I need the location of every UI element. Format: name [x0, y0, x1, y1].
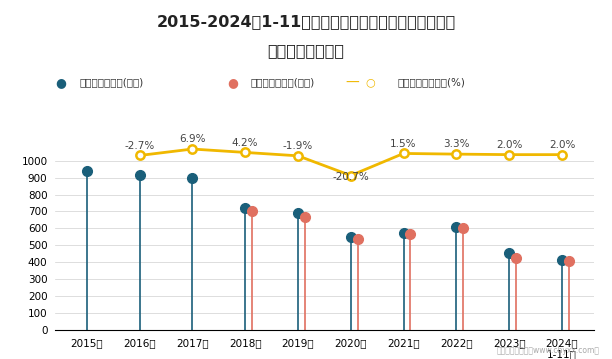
Text: 利润总额累计增长(%): 利润总额累计增长(%) [398, 78, 466, 88]
Text: 利润总额累计值(亿元): 利润总额累计值(亿元) [80, 78, 144, 88]
Text: 营业利润累计值(亿元): 营业利润累计值(亿元) [251, 78, 315, 88]
Text: 2.0%: 2.0% [549, 140, 575, 150]
Text: 制图：智研咨询（www.chyxx.com）: 制图：智研咨询（www.chyxx.com） [497, 346, 600, 355]
Text: ●: ● [56, 76, 67, 89]
Text: 业企业利润统计图: 业企业利润统计图 [267, 43, 345, 58]
Text: -20.7%: -20.7% [332, 172, 369, 182]
Text: —: — [345, 76, 359, 89]
Text: ●: ● [227, 76, 238, 89]
Text: -2.7%: -2.7% [124, 141, 155, 151]
Text: 4.2%: 4.2% [232, 137, 258, 148]
Text: 1.5%: 1.5% [390, 139, 417, 149]
Text: ○: ○ [365, 78, 375, 88]
Text: 2.0%: 2.0% [496, 140, 523, 150]
Text: 2015-2024年1-11月皮革、毛皮、羽毛及其制品和制鞋: 2015-2024年1-11月皮革、毛皮、羽毛及其制品和制鞋 [157, 14, 455, 29]
Text: 6.9%: 6.9% [179, 134, 206, 144]
Text: -1.9%: -1.9% [283, 141, 313, 151]
Text: 3.3%: 3.3% [443, 139, 469, 149]
